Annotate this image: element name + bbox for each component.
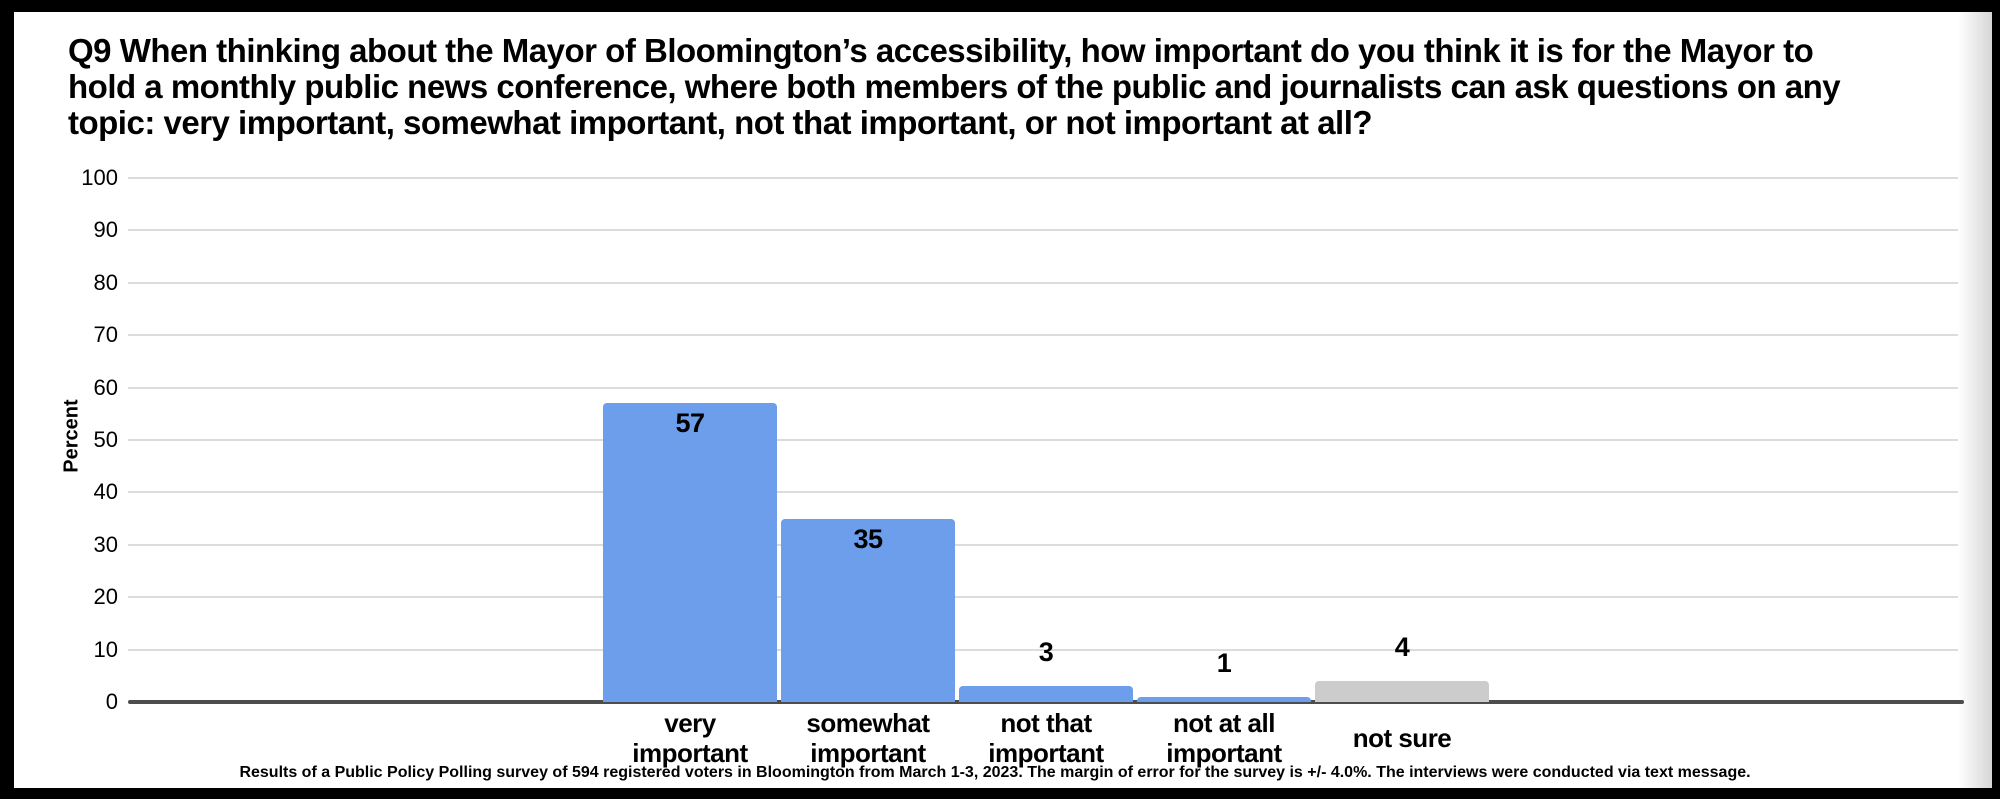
source-note: Results of a Public Policy Polling surve… [239, 764, 1751, 781]
category-label: not at all important [1114, 708, 1334, 768]
category-label: somewhat important [758, 708, 978, 768]
gridline [128, 543, 1958, 546]
y-tick-label: 30 [93, 531, 118, 557]
y-tick-label: 0 [105, 689, 118, 714]
bar-value-label: 4 [1394, 632, 1410, 663]
gridline [128, 439, 1958, 441]
category-label: very important [580, 708, 800, 768]
bar-not-that-important [959, 686, 1133, 702]
category-label-line: very [664, 708, 716, 738]
y-tick-label: 40 [93, 479, 118, 505]
y-tick-label: 60 [93, 374, 118, 400]
category-label-line: important [632, 738, 748, 768]
gridline [128, 386, 1958, 389]
y-tick-label: 70 [93, 322, 118, 348]
y-axis-title: Percent [60, 399, 83, 473]
y-tick-label: 10 [93, 636, 118, 662]
x-axis-line [128, 700, 1964, 704]
category-label-line: important [988, 738, 1104, 768]
bar-somewhat-important [781, 518, 955, 702]
gridline [128, 334, 1958, 337]
category-label: not sure [1292, 708, 1512, 768]
category-label-line: important [1166, 738, 1282, 768]
y-tick-label: 20 [93, 584, 118, 610]
bar-value-label: 3 [1038, 637, 1054, 668]
bar-not-sure [1315, 681, 1489, 702]
chart-title-line-2: hold a monthly public news conference, w… [68, 68, 1841, 105]
category-label-line: somewhat [806, 708, 930, 738]
category-label-line: not that [1000, 708, 1092, 738]
chart-title-line-3: topic: very important, somewhat importan… [68, 104, 1373, 141]
gridline [128, 177, 1958, 179]
category-label-line: important [810, 738, 926, 768]
bar-not-at-all-important [1137, 696, 1311, 702]
y-tick-label: 50 [93, 427, 118, 452]
gridline [128, 281, 1958, 284]
y-tick-label: 80 [93, 269, 118, 295]
bar-value-label: 35 [853, 523, 883, 554]
gridline [128, 491, 1958, 494]
gridline [128, 648, 1958, 651]
gridline [128, 229, 1958, 232]
bar-value-label: 57 [675, 408, 705, 439]
chart-title: Q9 When thinking about the Mayor of Bloo… [68, 32, 1841, 141]
y-tick-label: 100 [81, 165, 118, 190]
chart-title-line-1: Q9 When thinking about the Mayor of Bloo… [68, 32, 1814, 69]
y-tick-label: 90 [93, 217, 118, 243]
category-label: not that important [936, 708, 1156, 768]
bar-value-label: 1 [1216, 647, 1232, 678]
bar-very-important [603, 403, 777, 702]
category-label-line: not sure [1352, 723, 1452, 753]
category-label-line: not at all [1173, 708, 1275, 738]
gridline [128, 596, 1958, 599]
